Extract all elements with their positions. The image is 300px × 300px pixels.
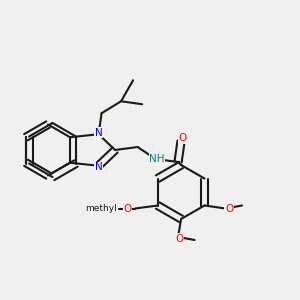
- Text: O: O: [124, 203, 132, 214]
- Text: O: O: [176, 233, 184, 244]
- Text: N: N: [95, 162, 103, 172]
- Text: methyl: methyl: [85, 204, 117, 213]
- Text: O: O: [178, 133, 187, 143]
- Text: NH: NH: [149, 154, 165, 164]
- Text: N: N: [95, 128, 103, 138]
- Text: O: O: [225, 203, 233, 214]
